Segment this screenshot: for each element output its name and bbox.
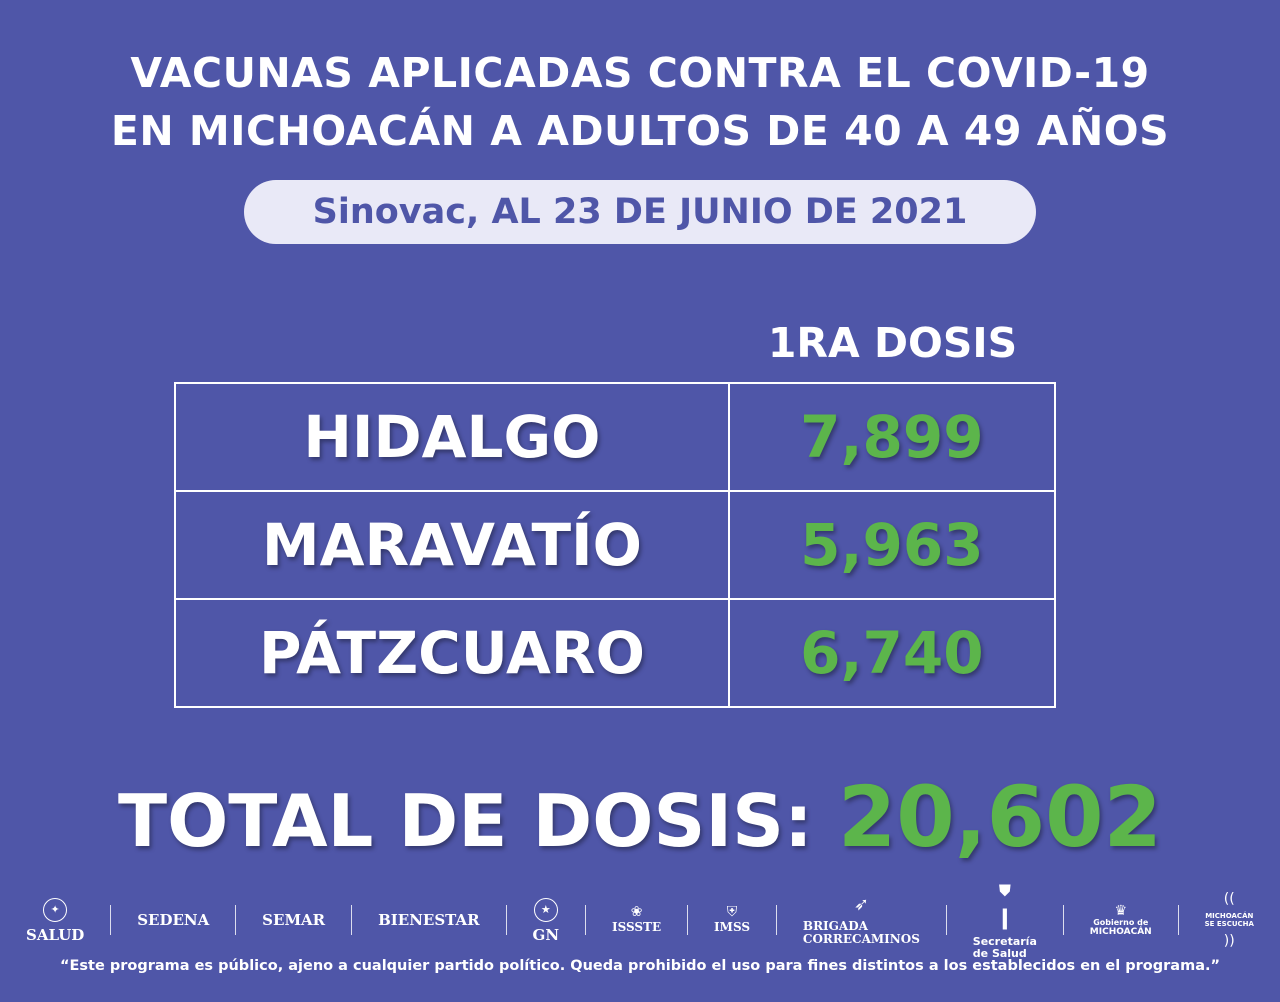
title-line-1: VACUNAS APLICADAS CONTRA EL COVID-19 (130, 49, 1150, 97)
dose-count: 7,899 (727, 382, 1057, 492)
issste-logo: ❀ ISSSTE (611, 904, 662, 934)
doses-table: HIDALGO 7,899 MARAVATÍO 5,963 PÁTZCUARO … (174, 382, 1057, 708)
state-shield-icon: ⛊ (998, 880, 1011, 900)
divider (945, 905, 947, 935)
total-doses: TOTAL DE DOSIS: 20,602 (0, 772, 1280, 866)
secretaria-salud-michoacan-logo: ⛊ ǀ Secretaría de Salud (972, 880, 1037, 960)
divider (585, 905, 587, 935)
divider (1062, 905, 1064, 935)
imss-logo: ⛨ IMSS (714, 904, 751, 934)
table-row: HIDALGO 7,899 (174, 382, 1057, 492)
gobierno-michoacan-logo: ♛ Gobierno de MICHOACÁN (1089, 902, 1152, 937)
k-mark-icon: ǀ (1000, 905, 1009, 931)
page-title: VACUNAS APLICADAS CONTRA EL COVID-19 EN … (0, 44, 1280, 160)
divider (505, 905, 507, 935)
table-row: MARAVATÍO 5,963 (174, 490, 1057, 600)
legal-disclaimer: “Este programa es público, ajeno a cualq… (59, 958, 1221, 974)
salud-logo: ✦ SALUD (20, 897, 90, 943)
dose-count: 6,740 (727, 598, 1057, 708)
dose-count: 5,963 (727, 490, 1057, 600)
bienestar-logo: BIENESTAR (378, 911, 480, 929)
sound-waves-right-icon: )) (1223, 933, 1235, 949)
michoacan-se-escucha-logo: (( MICHOACÁN SE ESCUCHA )) (1204, 891, 1254, 949)
total-value: 20,602 (837, 768, 1163, 866)
table-row: PÁTZCUARO 6,740 (174, 598, 1057, 708)
logo-strip: ✦ SALUD SEDENA SEMAR BIENESTAR ★ GN ❀ IS… (20, 881, 1260, 960)
divider (1177, 905, 1179, 935)
monarch-butterfly-icon: ♛ (1114, 902, 1128, 919)
municipio-name: MARAVATÍO (174, 490, 730, 600)
municipio-name: PÁTZCUARO (174, 598, 730, 708)
divider (687, 905, 689, 935)
divider (235, 905, 237, 935)
column-header-first-dose: 1RA DOSIS (767, 319, 1018, 367)
total-label: TOTAL DE DOSIS: (117, 779, 813, 863)
divider (351, 905, 353, 935)
sound-waves-left-icon: (( (1223, 891, 1235, 907)
semar-logo: SEMAR (262, 911, 326, 929)
issste-emblem-icon: ❀ (630, 904, 643, 920)
roadrunner-icon: ➶ (853, 894, 869, 915)
gn-logo: ★ GN (527, 897, 566, 943)
divider (110, 905, 112, 935)
imss-emblem-icon: ⛨ (726, 904, 738, 920)
guard-seal-icon: ★ (533, 897, 558, 922)
municipio-name: HIDALGO (174, 382, 730, 492)
title-line-2: EN MICHOACÁN A ADULTOS DE 40 A 49 AÑOS (110, 107, 1170, 155)
brigada-correcaminos-logo: ➶ BRIGADA CORRECAMINOS (802, 894, 920, 946)
eagle-seal-icon: ✦ (43, 897, 68, 922)
divider (775, 905, 777, 935)
date-badge: Sinovac, AL 23 DE JUNIO DE 2021 (244, 180, 1036, 244)
sedena-logo: SEDENA (137, 911, 210, 929)
